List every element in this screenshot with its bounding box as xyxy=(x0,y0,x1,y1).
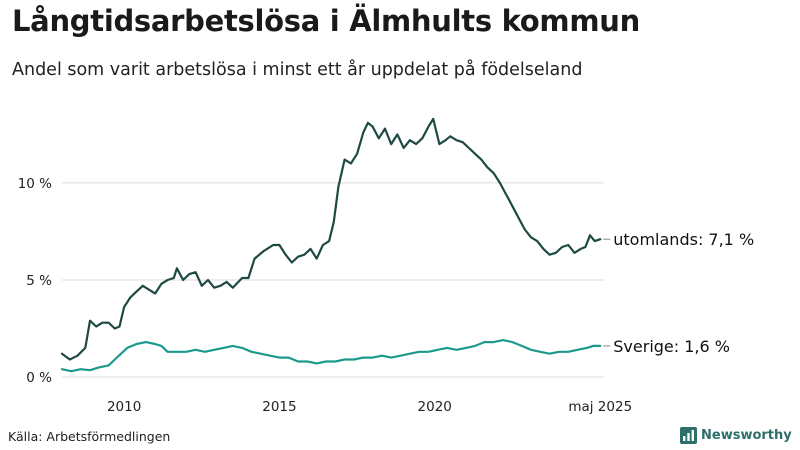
x-tick-label: 2020 xyxy=(418,399,452,415)
bar-chart-logo-icon xyxy=(680,427,697,444)
source-note: Källa: Arbetsförmedlingen xyxy=(8,429,171,444)
y-tick-label: 0 % xyxy=(26,370,52,386)
series-line-abroad xyxy=(60,117,602,361)
x-tick-label: 2010 xyxy=(107,399,141,415)
gridlines xyxy=(62,182,604,378)
series-line-sweden xyxy=(60,339,602,373)
end-label-sweden: Sverige: 1,6 % xyxy=(613,337,730,356)
y-tick-label: 5 % xyxy=(26,273,52,289)
x-tick-label: maj 2025 xyxy=(568,399,632,415)
x-tick-label: 2015 xyxy=(262,399,296,415)
x-axis-ticks: 2010 2015 2020 maj 2025 xyxy=(107,399,632,415)
brand-logo[interactable]: Newsworthy xyxy=(680,427,792,444)
chart-subtitle: Andel som varit arbetslösa i minst ett å… xyxy=(12,60,583,80)
series-lines xyxy=(60,117,602,373)
y-axis-ticks: 0 % 5 % 10 % xyxy=(18,176,52,386)
end-label-abroad: utomlands: 7,1 % xyxy=(613,230,754,249)
chart-title: Långtidsarbetslösa i Älmhults kommun xyxy=(12,4,640,38)
brand-name: Newsworthy xyxy=(701,428,792,443)
y-tick-label: 10 % xyxy=(18,176,52,192)
series-end-labels: utomlands: 7,1 % Sverige: 1,6 % xyxy=(603,230,754,356)
